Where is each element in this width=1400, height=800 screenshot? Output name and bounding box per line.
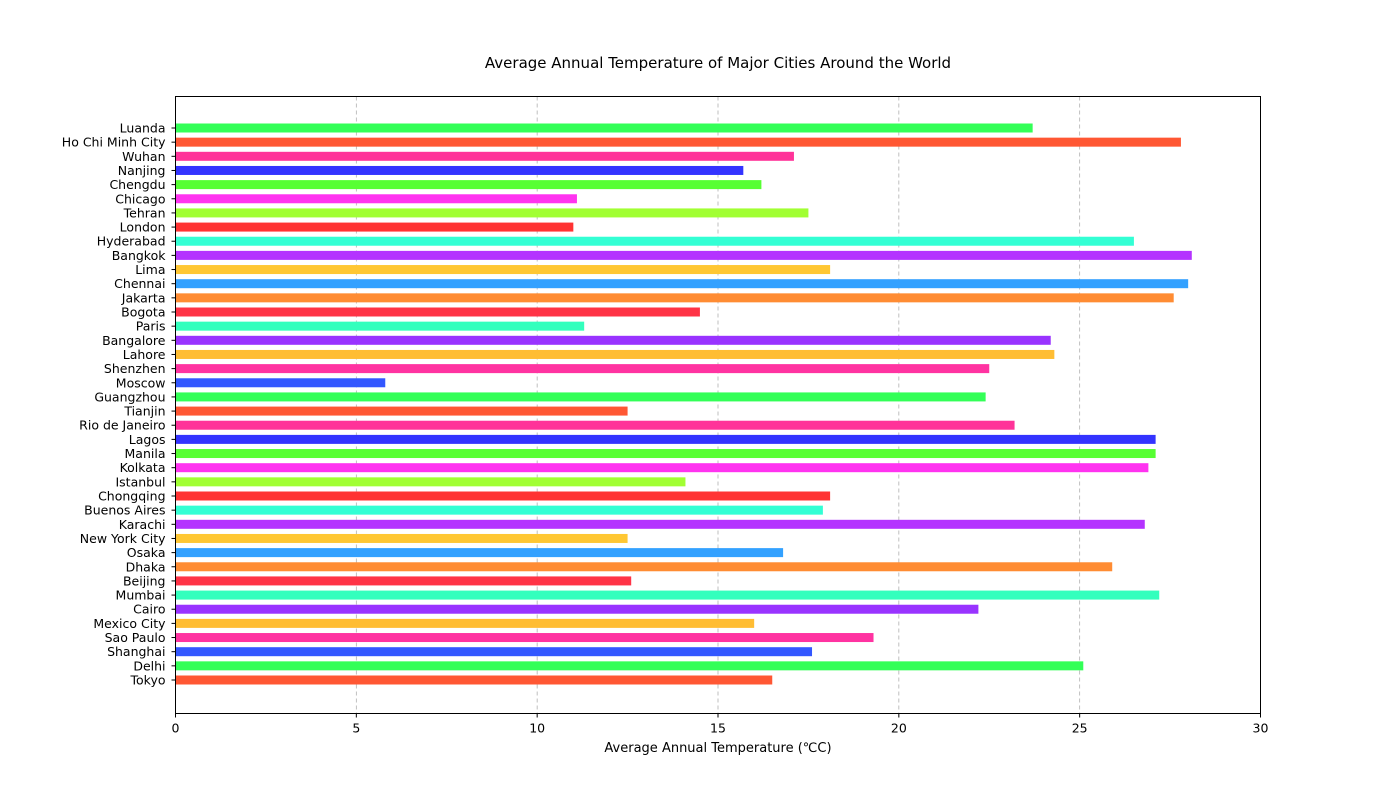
y-tick-label-tokyo: Tokyo (130, 673, 166, 688)
bar-chongqing (175, 491, 831, 501)
bar-istanbul (175, 477, 686, 487)
bar-ho-chi-minh-city (175, 137, 1181, 147)
x-tick-label-0: 0 (172, 721, 180, 736)
bar-lahore (175, 349, 1055, 359)
bar-shanghai (175, 647, 813, 657)
y-tick-label-mumbai: Mumbai (116, 588, 166, 603)
y-tick-label-sao-paulo: Sao Paulo (105, 630, 166, 645)
bar-rio-de-janeiro (175, 420, 1015, 430)
bar-kolkata (175, 463, 1149, 473)
y-tick-label-paris: Paris (136, 319, 166, 334)
bar-chengdu (175, 180, 762, 190)
bar-mexico-city (175, 618, 755, 628)
x-tick-label-15: 15 (710, 721, 726, 736)
bar-tehran (175, 208, 809, 218)
x-tick-label-20: 20 (891, 721, 907, 736)
y-tick-label-lahore: Lahore (123, 347, 166, 362)
y-tick-label-rio-de-janeiro: Rio de Janeiro (79, 418, 165, 433)
bar-luanda (175, 123, 1033, 133)
y-tick-label-nanjing: Nanjing (118, 163, 166, 178)
y-tick-label-chongqing: Chongqing (98, 489, 165, 504)
y-tick-label-chennai: Chennai (114, 276, 165, 291)
y-tick-label-luanda: Luanda (120, 121, 166, 136)
bar-bangkok (175, 250, 1192, 260)
y-tick-label-chicago: Chicago (115, 191, 165, 206)
x-tick-label-10: 10 (529, 721, 545, 736)
y-tick-label-hyderabad: Hyderabad (97, 234, 166, 249)
y-tick-label-buenos-aires: Buenos Aires (84, 503, 165, 518)
bar-sao-paulo (175, 633, 874, 643)
y-tick-label-beijing: Beijing (123, 573, 166, 588)
bar-dhaka (175, 562, 1113, 572)
y-tick-label-tehran: Tehran (123, 205, 166, 220)
y-tick-label-guangzhou: Guangzhou (94, 389, 165, 404)
bar-guangzhou (175, 392, 986, 402)
bar-beijing (175, 576, 632, 586)
bar-bogota (175, 307, 700, 317)
x-tick-label-25: 25 (1072, 721, 1088, 736)
y-tick-label-tianjin: Tianjin (123, 404, 165, 419)
y-tick-label-osaka: Osaka (127, 545, 166, 560)
bar-delhi (175, 661, 1084, 671)
y-tick-label-manila: Manila (125, 446, 166, 461)
y-tick-label-dhaka: Dhaka (126, 559, 166, 574)
x-axis-ticks: 0 5 10 15 20 25 30 (172, 713, 1269, 736)
x-tick-label-5: 5 (352, 721, 360, 736)
bar-jakarta (175, 293, 1174, 303)
bar-chicago (175, 194, 577, 204)
bar-chennai (175, 279, 1189, 289)
y-tick-label-delhi: Delhi (133, 658, 165, 673)
bar-mumbai (175, 590, 1160, 600)
y-tick-label-moscow: Moscow (116, 375, 166, 390)
bar-osaka (175, 548, 784, 558)
y-tick-label-bogota: Bogota (121, 305, 165, 320)
y-tick-label-mexico-city: Mexico City (93, 616, 166, 631)
y-tick-label-chengdu: Chengdu (109, 177, 165, 192)
bar-manila (175, 449, 1156, 459)
x-tick-label-30: 30 (1253, 721, 1269, 736)
y-tick-label-lagos: Lagos (129, 432, 166, 447)
bar-new-york-city (175, 533, 628, 543)
y-tick-label-shenzhen: Shenzhen (104, 361, 166, 376)
y-tick-label-london: London (120, 220, 166, 235)
y-tick-label-wuhan: Wuhan (122, 149, 165, 164)
y-tick-label-karachi: Karachi (119, 517, 166, 532)
bar-lima (175, 265, 831, 275)
chart-title: Average Annual Temperature of Major Citi… (485, 54, 951, 72)
bar-wuhan (175, 151, 794, 161)
bar-lagos (175, 434, 1156, 444)
bar-cairo (175, 604, 979, 614)
y-tick-label-lima: Lima (135, 262, 165, 277)
bar-paris (175, 321, 585, 331)
bar-buenos-aires (175, 505, 823, 515)
y-tick-label-bangalore: Bangalore (102, 333, 166, 348)
y-tick-label-new-york-city: New York City (80, 531, 166, 546)
y-tick-label-shanghai: Shanghai (107, 644, 165, 659)
y-tick-label-kolkata: Kolkata (120, 460, 166, 475)
bar-tianjin (175, 406, 628, 416)
bar-shenzhen (175, 364, 990, 374)
x-axis-label: Average Annual Temperature (℃C) (604, 741, 831, 756)
y-tick-label-cairo: Cairo (133, 602, 165, 617)
bar-karachi (175, 519, 1145, 529)
bar-hyderabad (175, 236, 1134, 246)
bar-moscow (175, 378, 386, 388)
bar-nanjing (175, 165, 744, 175)
y-tick-label-istanbul: Istanbul (115, 474, 165, 489)
y-tick-label-bangkok: Bangkok (112, 248, 167, 263)
bar-bangalore (175, 335, 1051, 345)
bar-tokyo (175, 675, 773, 685)
bar-london (175, 222, 574, 232)
y-tick-label-ho-chi-minh-city: Ho Chi Minh City (62, 135, 166, 150)
y-tick-label-jakarta: Jakarta (121, 290, 166, 305)
bars (175, 123, 1192, 685)
